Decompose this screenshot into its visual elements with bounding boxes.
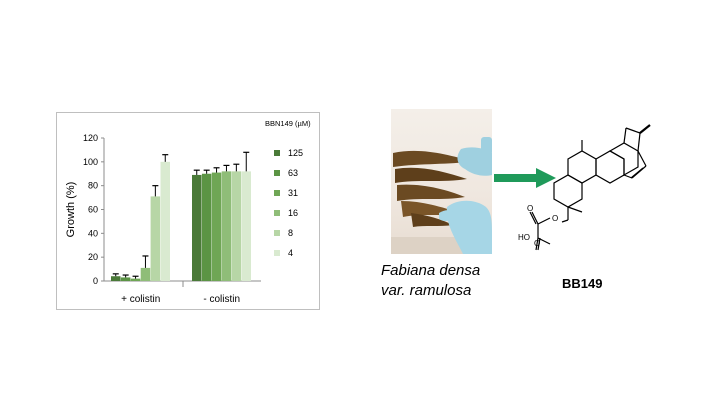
bar-16-minus-colistin [221, 171, 232, 281]
ring-system [553, 124, 651, 220]
hydroxyl-label: HO [518, 233, 530, 242]
acid-oxygen-label: O [534, 239, 540, 248]
bar-63-plus-colistin [120, 277, 131, 281]
bb149-structure: O O O HO [518, 124, 651, 251]
legend-swatch [274, 170, 280, 176]
category-label: + colistin [121, 294, 160, 305]
legend-swatch [274, 230, 280, 236]
chart-legend: 125 63 31 16 8 4 [274, 143, 303, 263]
legend-swatch [274, 250, 280, 256]
bar-31-plus-colistin [130, 278, 141, 281]
y-tick-label: 60 [88, 205, 98, 215]
category-label: - colistin [203, 294, 240, 305]
legend-item-125: 125 [274, 143, 303, 163]
ester-oxygen-label: O [552, 214, 558, 223]
species-name: Fabiana densa var. ramulosa [381, 261, 480, 301]
bar-63-minus-colistin [201, 173, 212, 281]
bar-8-minus-colistin [231, 171, 242, 281]
y-tick-label: 0 [93, 276, 98, 286]
glove-top [457, 137, 492, 176]
legend-item-8: 8 [274, 223, 303, 243]
transformation-arrow [494, 168, 556, 188]
legend-item-63: 63 [274, 163, 303, 183]
glove-bottom [439, 200, 492, 254]
legend-title: BBN149 (µM) [265, 119, 311, 128]
legend-item-16: 16 [274, 203, 303, 223]
bar-16-plus-colistin [140, 267, 151, 281]
legend-label: 8 [288, 228, 294, 238]
legend-label: 31 [288, 188, 299, 198]
legend-label: 16 [288, 208, 299, 218]
bar-125-plus-colistin [111, 276, 121, 281]
legend-swatch [274, 150, 280, 156]
y-tick-label: 20 [88, 252, 98, 262]
y-tick-label: 120 [83, 133, 98, 143]
y-tick-label: 100 [83, 157, 98, 167]
bar-8-plus-colistin [150, 196, 161, 281]
oxalate-ester [529, 211, 569, 251]
bar-31-minus-colistin [211, 172, 222, 281]
legend-swatch [274, 190, 280, 196]
y-axis-label: Growth (%) [65, 182, 77, 238]
carbonyl-oxygen-label: O [527, 204, 533, 213]
growth-bar-chart: 0 20 40 60 80 100 120 Growth (%) + colistin - col… [65, 133, 261, 305]
legend-label: 63 [288, 168, 299, 178]
species-name-line2: var. ramulosa [381, 282, 472, 299]
legend-label: 125 [288, 148, 304, 158]
compound-label: BB149 [562, 276, 603, 291]
legend-swatch [274, 210, 280, 216]
legend-label: 4 [288, 248, 294, 258]
bar-4-minus-colistin [241, 171, 251, 281]
legend-item-4: 4 [274, 243, 303, 263]
legend-item-31: 31 [274, 183, 303, 203]
growth-chart-panel: 0 20 40 60 80 100 120 Growth (%) + colistin - col… [56, 112, 320, 310]
bar-4-plus-colistin [160, 161, 170, 281]
y-tick-label: 40 [88, 228, 98, 238]
plant-photo-illustration [391, 137, 492, 254]
bar-125-minus-colistin [192, 174, 202, 281]
species-name-line1: Fabiana densa [381, 262, 481, 279]
plant-photo [391, 109, 492, 254]
y-tick-label: 80 [88, 181, 98, 191]
